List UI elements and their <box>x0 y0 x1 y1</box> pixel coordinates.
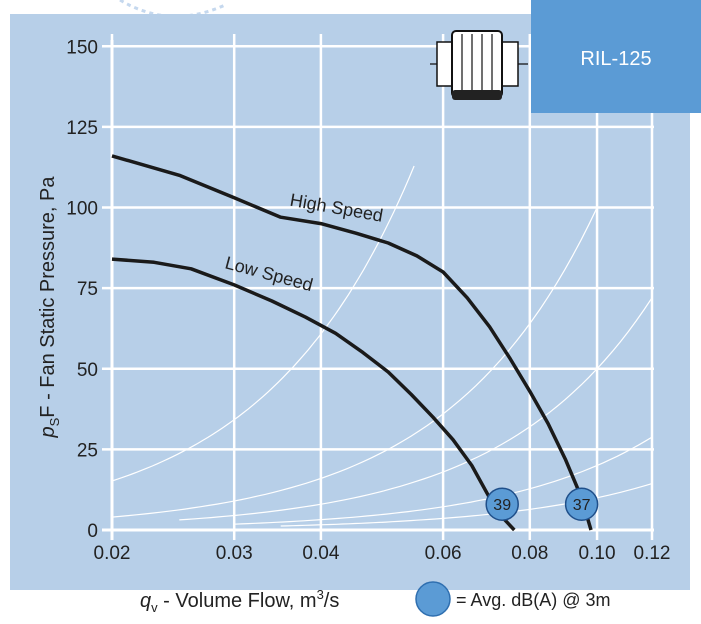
duct-fan-icon <box>430 30 528 100</box>
x-axis-label: qv - Volume Flow, m3/s <box>140 587 339 615</box>
y-axis-label-sub: S <box>47 417 62 426</box>
system-curve <box>111 165 415 482</box>
system-curve <box>111 207 598 518</box>
x-tick-label: 0.03 <box>216 543 253 564</box>
y-tick-label: 125 <box>66 118 98 139</box>
dba-badge-label: 39 <box>493 497 511 514</box>
y-axis-label-prefix: p <box>37 426 59 438</box>
x-tick-label: 0.12 <box>634 543 671 564</box>
x-tick-label: 0.02 <box>94 543 131 564</box>
legend-dba-marker <box>415 581 451 617</box>
dba-badge <box>564 487 599 521</box>
system-curves <box>111 165 653 527</box>
legend-text: = Avg. dB(A) @ 3m <box>456 590 611 610</box>
tick-labels: 0 25 50 75 100 125 150 0.02 0.03 0.04 0.06 0.08 0.10… <box>66 37 670 564</box>
model-label: RIL-125 <box>580 48 651 70</box>
y-tick-label: 100 <box>66 199 98 220</box>
x-axis-label-prefix: q <box>140 590 151 612</box>
y-axis-label: pSF - Fan Static Pressure, Pa <box>37 176 62 439</box>
system-curve <box>179 297 653 521</box>
x-axis-label-suffix: /s <box>324 590 340 612</box>
series-line <box>111 154 593 531</box>
system-curve <box>234 436 653 525</box>
y-tick-label: 50 <box>77 360 98 381</box>
model-label-box <box>531 0 701 113</box>
y-tick-label: 75 <box>77 279 98 300</box>
x-tick-label: 0.04 <box>302 543 339 564</box>
x-tick-label: 0.06 <box>425 543 462 564</box>
y-tick-label: 150 <box>66 37 98 58</box>
x-axis-label-sub: v <box>151 600 158 615</box>
x-axis-label-sup: 3 <box>317 587 324 602</box>
grid-layer <box>102 34 654 540</box>
y-axis-label-rest: F - Fan Static Pressure, Pa <box>37 176 59 418</box>
x-axis-label-rest: - Volume Flow, m <box>158 590 317 612</box>
series-line <box>111 257 516 532</box>
decorative-dashed-arc <box>119 0 226 18</box>
x-tick-label: 0.10 <box>579 543 616 564</box>
dba-badge <box>485 487 519 521</box>
y-tick-label: 0 <box>87 521 98 542</box>
x-tick-label: 0.08 <box>511 543 548 564</box>
y-tick-label: 25 <box>77 440 98 461</box>
dba-badge-label: 37 <box>573 497 591 514</box>
